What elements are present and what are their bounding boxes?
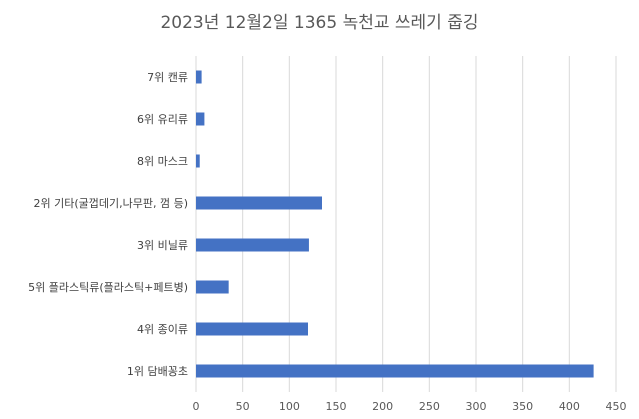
category-label: 2위 기타(굴껍데기,나무판, 껌 등) bbox=[33, 197, 188, 210]
bar bbox=[196, 112, 205, 126]
bar bbox=[196, 238, 309, 252]
category-labels: 7위 캔류 6위 유리류 8위 마스크 2위 기타(굴껍데기,나무판, 껌 등) 3위 … bbox=[28, 71, 188, 378]
x-tick-label: 200 bbox=[372, 400, 393, 413]
category-label: 4위 종이류 bbox=[137, 323, 188, 336]
bar bbox=[196, 322, 308, 336]
gridlines bbox=[195, 56, 617, 392]
category-label: 8위 마스크 bbox=[137, 155, 188, 168]
category-label: 1위 담배꽁초 bbox=[127, 365, 188, 378]
category-label: 6위 유리류 bbox=[137, 113, 188, 126]
x-tick-label: 300 bbox=[466, 400, 487, 413]
x-tick-labels: 0 50 100 150 200 250 300 350 400 450 bbox=[193, 400, 627, 413]
bar bbox=[196, 364, 594, 378]
bar bbox=[196, 280, 229, 294]
bar bbox=[196, 196, 322, 210]
bar bbox=[196, 154, 200, 168]
x-tick-label: 450 bbox=[606, 400, 627, 413]
x-tick-label: 150 bbox=[326, 400, 347, 413]
x-tick-label: 0 bbox=[193, 400, 200, 413]
bars bbox=[196, 70, 594, 378]
x-tick-label: 400 bbox=[559, 400, 580, 413]
x-tick-label: 250 bbox=[419, 400, 440, 413]
category-label: 7위 캔류 bbox=[147, 71, 188, 84]
x-tick-label: 50 bbox=[236, 400, 250, 413]
category-label: 5위 플라스틱류(플라스틱+페트병) bbox=[28, 281, 188, 294]
x-tick-label: 350 bbox=[512, 400, 533, 413]
chart-title: 2023년 12월2일 1365 녹천교 쓰레기 줍깅 bbox=[160, 13, 478, 33]
bar bbox=[196, 70, 202, 84]
x-tick-label: 100 bbox=[279, 400, 300, 413]
category-label: 3위 비닐류 bbox=[137, 239, 188, 252]
